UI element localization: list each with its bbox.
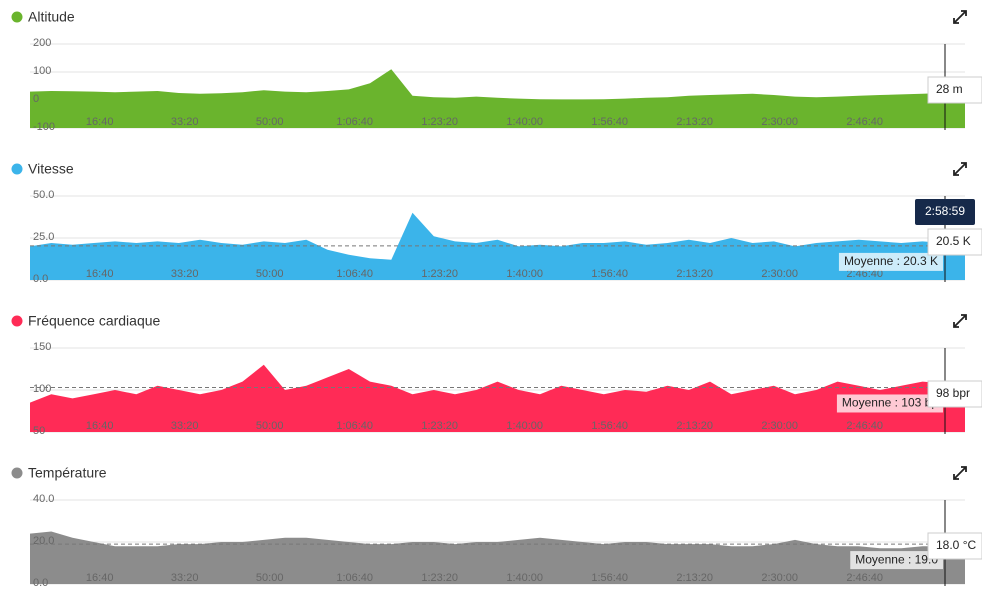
x-tick-label: 2:13:20	[676, 572, 713, 584]
y-tick-label: 20.0	[33, 535, 54, 547]
area	[30, 69, 965, 128]
y-tick-label: 100	[33, 383, 51, 395]
x-tick-label: 50:00	[256, 420, 284, 432]
x-tick-label: 2:30:00	[761, 116, 798, 128]
x-tick-label: 1:06:40	[336, 116, 373, 128]
x-tick-label: 1:40:00	[506, 420, 543, 432]
y-tick-label: 25.0	[33, 231, 54, 243]
x-tick-label: 1:23:20	[421, 420, 458, 432]
cursor-readout-bg	[927, 532, 982, 560]
x-tick-label: 2:13:20	[676, 116, 713, 128]
panel-title: Température	[28, 465, 107, 481]
area	[30, 531, 965, 584]
y-tick-label: -100	[33, 121, 55, 133]
legend-dot	[11, 467, 23, 479]
x-tick-label: 2:13:20	[676, 420, 713, 432]
panel-title: Fréquence cardiaque	[28, 313, 161, 329]
y-tick-label: 0.0	[33, 273, 48, 285]
x-tick-label: 1:06:40	[336, 420, 373, 432]
legend-dot	[11, 11, 23, 23]
x-tick-label: 1:56:40	[591, 268, 628, 280]
x-tick-label: 1:56:40	[591, 420, 628, 432]
x-tick-label: 2:13:20	[676, 268, 713, 280]
x-tick-label: 2:30:00	[761, 268, 798, 280]
area	[30, 364, 965, 432]
x-tick-label: 1:40:00	[506, 268, 543, 280]
cursor-readout: 98 bpr	[936, 386, 970, 400]
y-tick-label: 0.0	[33, 577, 48, 589]
x-tick-label: 50:00	[256, 572, 284, 584]
y-tick-label: 150	[33, 341, 51, 353]
cursor-readout: 18.0 °C	[936, 538, 976, 552]
x-tick-label: 16:40	[86, 116, 114, 128]
panel-title: Vitesse	[28, 161, 74, 177]
x-tick-label: 2:46:40	[846, 116, 883, 128]
cursor-readout: 20.5 K	[936, 234, 971, 248]
average-label: Moyenne : 20.3 K	[844, 254, 938, 268]
x-tick-label: 1:06:40	[336, 268, 373, 280]
time-tooltip-bg	[915, 199, 975, 225]
x-tick-label: 33:20	[171, 268, 199, 280]
y-tick-label: 100	[33, 65, 51, 77]
x-tick-label: 1:40:00	[506, 116, 543, 128]
x-tick-label: 1:23:20	[421, 572, 458, 584]
x-tick-label: 2:30:00	[761, 572, 798, 584]
cursor-readout: 28 m	[936, 82, 963, 96]
x-tick-label: 16:40	[86, 572, 114, 584]
y-tick-label: 40.0	[33, 493, 54, 505]
x-tick-label: 1:40:00	[506, 572, 543, 584]
x-tick-label: 1:56:40	[591, 572, 628, 584]
area	[30, 212, 965, 280]
average-label: Moyenne : 103 bp	[842, 396, 938, 410]
expand-icon[interactable]	[953, 314, 967, 328]
cursor-readout-bg	[927, 228, 982, 256]
x-tick-label: 33:20	[171, 420, 199, 432]
legend-dot	[11, 163, 23, 175]
x-tick-label: 2:30:00	[761, 420, 798, 432]
x-tick-label: 1:23:20	[421, 268, 458, 280]
x-tick-label: 16:40	[86, 268, 114, 280]
time-tooltip: 2:58:59	[925, 204, 965, 218]
x-tick-label: 50:00	[256, 268, 284, 280]
expand-icon[interactable]	[953, 10, 967, 24]
x-tick-label: 1:56:40	[591, 116, 628, 128]
expand-icon[interactable]	[953, 466, 967, 480]
panel-title: Altitude	[28, 9, 75, 25]
x-tick-label: 2:46:40	[846, 572, 883, 584]
expand-icon[interactable]	[953, 162, 967, 176]
x-tick-label: 33:20	[171, 572, 199, 584]
average-label: Moyenne : 19.0	[855, 552, 938, 566]
average-label-bg	[850, 551, 943, 570]
average-label-bg	[836, 394, 943, 413]
x-tick-label: 1:06:40	[336, 572, 373, 584]
cursor-readout-bg	[927, 380, 982, 408]
x-tick-label: 1:23:20	[421, 116, 458, 128]
y-tick-label: 50.0	[33, 189, 54, 201]
legend-dot	[11, 315, 23, 327]
x-tick-label: 2:46:40	[846, 268, 883, 280]
y-tick-label: 50	[33, 425, 45, 437]
x-tick-label: 2:46:40	[846, 420, 883, 432]
average-label-bg	[838, 252, 943, 271]
cursor-readout-bg	[927, 76, 982, 104]
x-tick-label: 33:20	[171, 116, 199, 128]
y-tick-label: 0	[33, 93, 39, 105]
y-tick-label: 200	[33, 37, 51, 49]
x-tick-label: 50:00	[256, 116, 284, 128]
x-tick-label: 16:40	[86, 420, 114, 432]
